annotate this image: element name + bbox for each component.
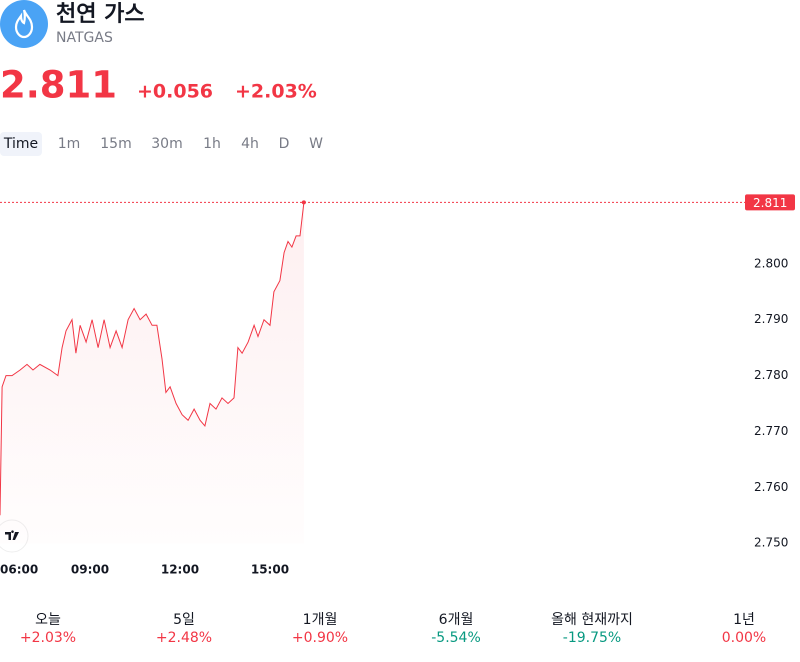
perf-value: -19.75% xyxy=(563,630,621,646)
tab[interactable]: 1m xyxy=(58,136,81,152)
tab[interactable]: W xyxy=(309,136,323,152)
change-pct: +2.03% xyxy=(235,81,317,103)
x-tick-label: 15:00 xyxy=(251,563,289,577)
line xyxy=(0,202,305,516)
perf-label: 6개월 xyxy=(439,612,474,628)
perf-value: +0.90% xyxy=(292,630,348,646)
tab[interactable]: 1h xyxy=(203,136,221,152)
title: 천연 가스 xyxy=(56,2,145,27)
tab[interactable]: 15m xyxy=(100,136,131,152)
x-tick-label: 12:00 xyxy=(161,563,199,577)
y-tick-label: 2.790 xyxy=(754,312,788,326)
tab[interactable]: Time xyxy=(3,136,38,152)
perf-label: 오늘 xyxy=(35,612,61,628)
perf-value: +2.48% xyxy=(156,630,212,646)
y-tick-label: 2.800 xyxy=(754,256,788,270)
last-price-label: 2.811 xyxy=(753,196,787,210)
x-tick-label: 06:00 xyxy=(0,563,38,577)
flame xyxy=(14,9,34,39)
perf-label: 5일 xyxy=(173,612,195,628)
perf-label: 1개월 xyxy=(303,612,338,628)
last-point xyxy=(301,200,306,205)
perf-value: +2.03% xyxy=(20,630,76,646)
perf-label: 올해 현재까지 xyxy=(551,612,633,628)
perf-label: 1년 xyxy=(733,612,755,628)
price: 2.811 xyxy=(0,64,117,107)
perf-value: 0.00% xyxy=(722,630,766,646)
y-tick-label: 2.750 xyxy=(754,536,788,550)
tab[interactable]: 4h xyxy=(241,136,259,152)
x-tick-label: 09:00 xyxy=(71,563,109,577)
symbol: NATGAS xyxy=(56,30,113,46)
y-tick-label: 2.770 xyxy=(754,424,788,438)
area xyxy=(0,202,304,544)
change: +0.056 xyxy=(137,81,213,103)
last-price-box xyxy=(745,194,795,211)
perf-value: -5.54% xyxy=(431,630,481,646)
tab-selected-bg xyxy=(0,132,42,156)
y-tick-label: 2.780 xyxy=(754,368,788,382)
tab[interactable]: 30m xyxy=(151,136,182,152)
y-tick-label: 2.760 xyxy=(754,480,788,494)
tab[interactable]: D xyxy=(279,136,290,152)
